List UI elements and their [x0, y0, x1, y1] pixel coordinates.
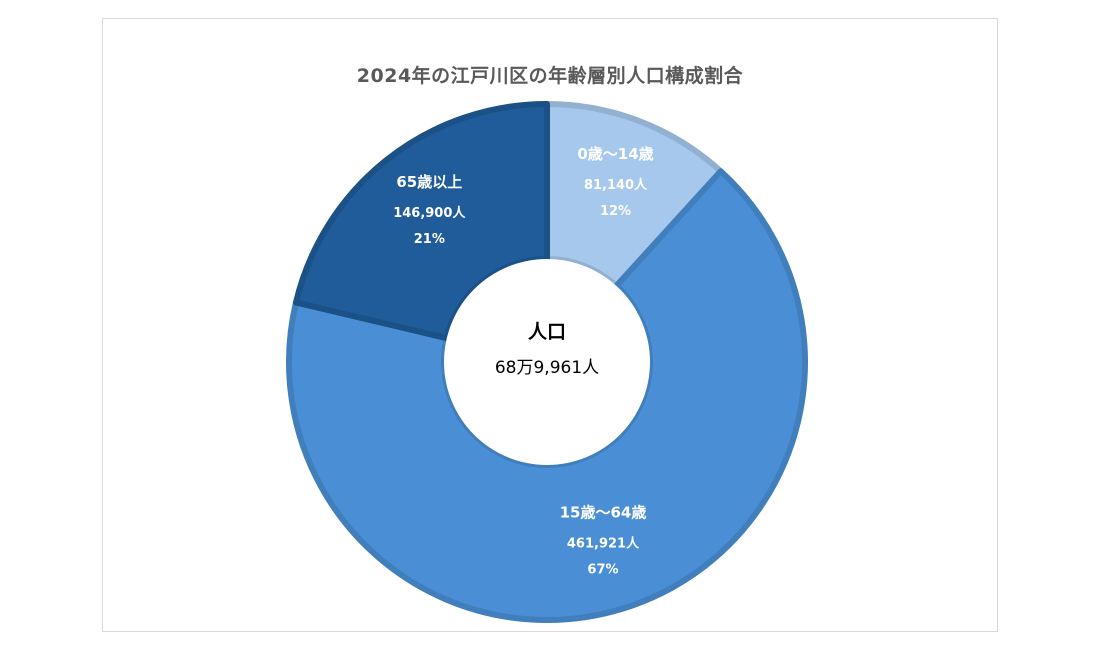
slice-label-value: 81,140人	[584, 177, 648, 193]
slice-label-value: 461,921人	[567, 535, 640, 551]
donut-center-hole	[444, 259, 650, 465]
slice-label-name: 0歳～14歳	[577, 145, 653, 163]
slice-labels: 0歳～14歳 81,140人 12% 15歳～64歳 461,921人 67% 65歳以上 1…	[393, 145, 653, 577]
slice-label-name: 65歳以上	[396, 173, 462, 191]
slice-label-percent: 12%	[600, 204, 631, 219]
slice-label-percent: 67%	[587, 562, 618, 577]
slice-label-percent: 21%	[414, 232, 445, 247]
donut-slice	[544, 101, 724, 289]
center-value: 68万9,961人	[495, 358, 599, 378]
chart-title: 2024年の江戸川区の年齢層別人口構成割合	[356, 65, 744, 87]
center-title: 人口	[528, 321, 566, 343]
slice-label-name: 15歳～64歳	[560, 503, 647, 521]
slice-label-value: 146,900人	[393, 205, 466, 221]
